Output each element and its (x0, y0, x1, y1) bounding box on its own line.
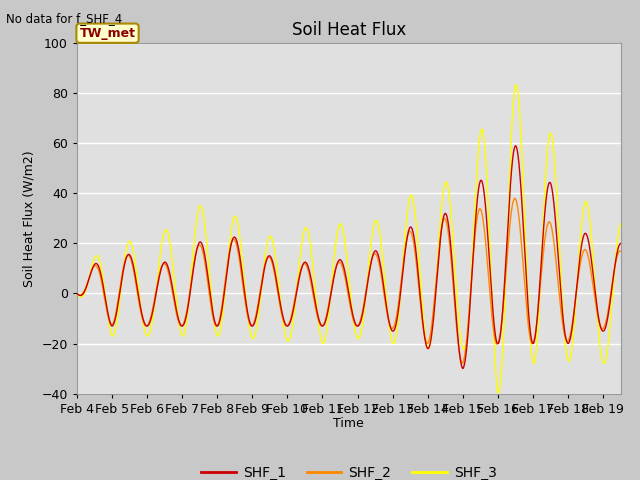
SHF_2 (325, 301, 333, 307)
SHF_2 (511, 195, 518, 201)
SHF_2 (617, 248, 625, 254)
SHF_1 (459, 366, 467, 372)
SHF_2 (304, 266, 312, 272)
SHF_3 (304, 227, 312, 233)
Title: Soil Heat Flux: Soil Heat Flux (292, 21, 406, 39)
SHF_3 (617, 221, 625, 227)
SHF_2 (137, 311, 145, 316)
SHF_2 (73, 290, 81, 296)
SHF_3 (137, 306, 145, 312)
SHF_3 (315, 323, 323, 328)
X-axis label: Time: Time (333, 417, 364, 430)
Line: SHF_1: SHF_1 (77, 146, 621, 369)
SHF_3 (383, 295, 390, 301)
SHF_1 (73, 290, 81, 296)
Line: SHF_3: SHF_3 (77, 84, 621, 393)
SHF_1 (512, 143, 520, 149)
SHF_2 (383, 306, 390, 312)
SHF_1 (315, 316, 323, 322)
SHF_3 (325, 312, 333, 318)
SHF_3 (495, 390, 502, 396)
SHF_1 (304, 263, 312, 268)
SHF_2 (115, 292, 123, 298)
SHF_1 (383, 303, 390, 309)
Legend: SHF_1, SHF_2, SHF_3: SHF_1, SHF_2, SHF_3 (196, 460, 502, 480)
SHF_2 (315, 319, 323, 324)
SHF_3 (73, 290, 81, 296)
SHF_2 (459, 360, 467, 366)
Text: TW_met: TW_met (79, 27, 136, 40)
Y-axis label: Soil Heat Flux (W/m2): Soil Heat Flux (W/m2) (23, 150, 36, 287)
SHF_1 (325, 305, 333, 311)
SHF_1 (617, 240, 625, 246)
Text: No data for f_SHF_4: No data for f_SHF_4 (6, 12, 123, 25)
SHF_1 (137, 307, 145, 313)
Line: SHF_2: SHF_2 (77, 198, 621, 363)
SHF_3 (115, 304, 123, 310)
SHF_1 (115, 296, 123, 301)
SHF_3 (513, 82, 520, 87)
